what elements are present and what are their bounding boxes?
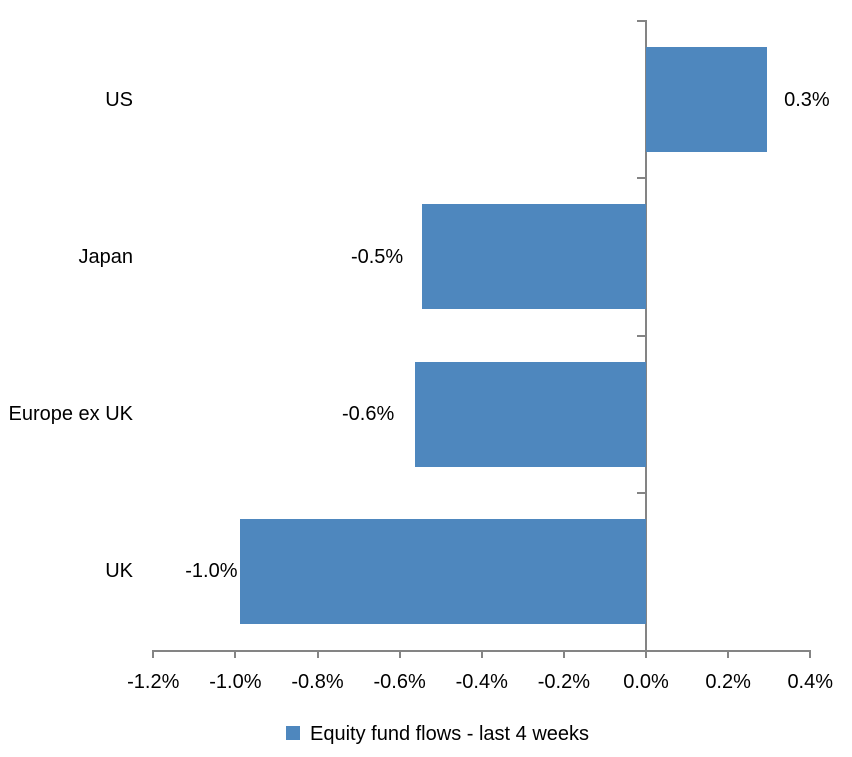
legend-label: Equity fund flows - last 4 weeks [310, 723, 590, 745]
bar-europe-ex-uk [415, 361, 646, 467]
value-label-japan: -0.5% [350, 245, 404, 268]
y-axis-line [644, 21, 647, 658]
x-axis-tick [480, 650, 483, 658]
value-label-us: 0.3% [784, 88, 830, 111]
y-axis-tick [636, 334, 647, 337]
x-axis-tick-label: 0.2% [705, 671, 751, 693]
x-axis-tick [152, 650, 155, 658]
x-axis-tick-label: -1.2% [127, 671, 180, 693]
value-label-uk: -1.0% [185, 560, 238, 583]
value-label-europe-ex-uk: -0.6% [341, 403, 395, 426]
y-axis-tick [636, 177, 647, 180]
x-axis-tick [645, 650, 647, 658]
x-axis-tick [316, 650, 319, 658]
bar-us [646, 47, 768, 153]
x-axis-tick-label: 0.0% [623, 671, 669, 693]
bar-uk [239, 518, 646, 624]
x-axis-tick-label: -0.2% [537, 671, 590, 693]
x-axis-tick-label: -0.4% [455, 671, 508, 693]
legend: Equity fund flows - last 4 weeks [286, 721, 589, 747]
category-label-japan: Japan [78, 245, 134, 268]
x-axis-tick-label: -0.6% [373, 671, 426, 693]
x-axis-tick [562, 650, 565, 658]
category-label-uk: UK [105, 560, 133, 583]
y-axis-tick [636, 20, 647, 22]
x-axis-tick [234, 650, 237, 658]
x-axis-tick [727, 650, 730, 658]
x-axis-tick-label: -1.0% [209, 671, 262, 693]
x-axis-tick-label: -0.8% [291, 671, 344, 693]
legend-series-swatch-icon [286, 726, 300, 740]
x-axis-tick [809, 650, 812, 658]
category-label-us: US [105, 88, 133, 111]
y-axis-tick [636, 491, 647, 494]
category-label-europe-ex-uk: Europe ex UK [8, 403, 133, 426]
x-axis-tick-label: 0.4% [787, 671, 834, 693]
x-axis-tick [398, 650, 401, 658]
bar-japan [422, 204, 646, 310]
